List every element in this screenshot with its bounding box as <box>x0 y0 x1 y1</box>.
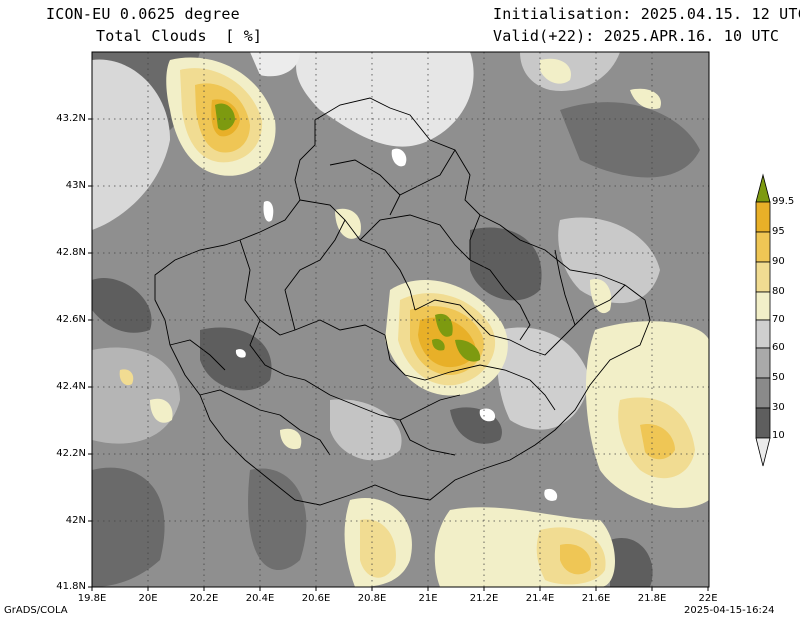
legend-label: 70 <box>772 314 785 325</box>
colorbar-box-60 <box>755 319 771 349</box>
x-tick-label: 21.4E <box>525 593 555 604</box>
admin-borders <box>154 97 651 506</box>
colorbar-box-80 <box>755 261 771 293</box>
legend-label: 99.5 <box>772 196 795 207</box>
colorbar <box>755 173 771 467</box>
x-tick-label: 21E <box>418 593 438 604</box>
y-tick-label: 42.8N <box>56 247 86 258</box>
valid-time: Valid(+22): 2025.APR.16. 10 UTC <box>493 27 780 45</box>
init-time: Initialisation: 2025.04.15. 12 UTC <box>493 5 800 23</box>
x-tick-label: 20E <box>138 593 158 604</box>
legend-label: 95 <box>772 226 785 237</box>
colorbar-box-70 <box>755 291 771 321</box>
legend-label: 10 <box>772 430 785 441</box>
x-tick-label: 19.8E <box>77 593 107 604</box>
y-tick-label: 43N <box>65 180 86 191</box>
x-tick-label: 20.2E <box>189 593 219 604</box>
legend-label: 50 <box>772 372 785 383</box>
x-tick-label: 22E <box>698 593 718 604</box>
colorbar-box-10 <box>755 407 771 439</box>
model-title: ICON-EU 0.0625 degree <box>46 5 240 23</box>
legend-label: 90 <box>772 256 785 267</box>
colorbar-top-triangle <box>755 173 771 203</box>
y-tick-label: 42N <box>65 515 86 526</box>
colorbar-bottom-triangle <box>755 437 771 467</box>
x-tick-label: 21.2E <box>469 593 499 604</box>
colorbar-box-95 <box>755 201 771 233</box>
legend-label: 30 <box>772 402 785 413</box>
y-tick-label: 42.2N <box>56 448 86 459</box>
cloud-contours <box>92 52 709 587</box>
y-tick-label: 43.2N <box>56 113 86 124</box>
x-tick-label: 21.8E <box>637 593 667 604</box>
colorbar-box-30 <box>755 377 771 409</box>
legend-label: 60 <box>772 342 785 353</box>
y-tick-label: 41.8N <box>56 581 86 592</box>
render-timestamp: 2025-04-15-16:24 <box>684 605 775 616</box>
axis-ticks <box>88 118 709 591</box>
graticule <box>92 52 709 587</box>
x-tick-label: 20.8E <box>357 593 387 604</box>
colorbar-box-50 <box>755 347 771 379</box>
variable-title: Total Clouds [ %] <box>96 27 263 45</box>
legend-label: 80 <box>772 286 785 297</box>
colorbar-box-90 <box>755 231 771 263</box>
x-tick-label: 20.6E <box>301 593 331 604</box>
x-tick-label: 20.4E <box>245 593 275 604</box>
y-tick-label: 42.4N <box>56 381 86 392</box>
software-credit: GrADS/COLA <box>4 605 68 616</box>
y-tick-label: 42.6N <box>56 314 86 325</box>
x-tick-label: 21.6E <box>581 593 611 604</box>
